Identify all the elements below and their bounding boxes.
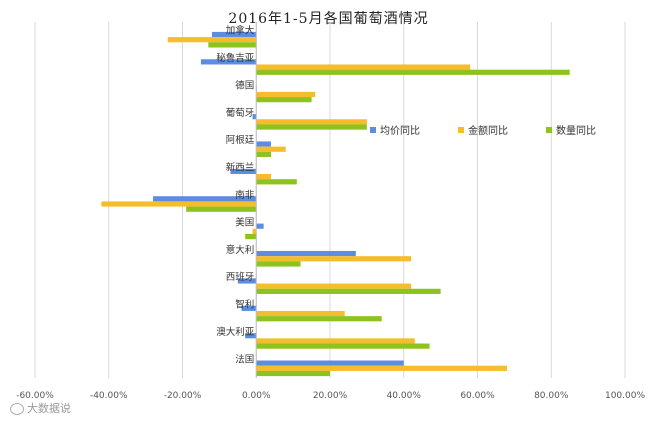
bar-quantity: [256, 179, 297, 185]
x-tick-label: 80.00%: [534, 391, 569, 401]
x-tick-label: 20.00%: [313, 391, 348, 401]
bar-avg-price: [241, 305, 257, 311]
bar-quantity: [208, 42, 257, 48]
bar-avg-price: [256, 360, 404, 366]
bar-amount: [101, 201, 257, 207]
bar-amount: [256, 256, 412, 262]
legend-label: 数量同比: [556, 124, 596, 137]
bar-avg-price: [256, 250, 356, 257]
bar-amount: [167, 37, 257, 43]
category-label: 加拿大: [226, 25, 255, 37]
bar-amount: [256, 310, 345, 317]
bar-quantity: [256, 261, 301, 267]
bar-avg-price: [153, 196, 257, 202]
category-label: 葡萄牙: [226, 107, 255, 119]
bar-avg-price: [256, 141, 271, 147]
category-label: 德国: [235, 79, 254, 91]
bar-avg-price: [212, 31, 257, 38]
legend-swatch: [458, 127, 464, 133]
bar-quantity: [245, 233, 257, 240]
bar-avg-price: [245, 333, 257, 339]
x-tick-label: -40.00%: [90, 391, 128, 401]
category-label: 法国: [235, 353, 254, 365]
bar-amount: [256, 91, 316, 98]
x-tick-label: 100.00%: [605, 391, 645, 401]
chart-title: 2016年1-5月各国葡萄酒情况: [228, 11, 429, 27]
x-tick-label: 60.00%: [460, 391, 495, 401]
category-label: 南非: [235, 189, 255, 201]
x-tick-label: 0.00%: [242, 391, 271, 401]
bar-quantity: [256, 316, 382, 322]
bar-quantity: [256, 343, 430, 349]
bar-amount: [256, 365, 507, 371]
bar-amount: [256, 338, 415, 344]
legend-label: 金额同比: [468, 124, 508, 137]
bar-amount: [256, 146, 286, 152]
bar-amount: [252, 228, 257, 234]
bar-avg-price: [252, 114, 257, 120]
bar-avg-price: [230, 168, 257, 175]
category-label: 西班牙: [226, 271, 255, 283]
bar-quantity: [186, 206, 257, 212]
category-label: 新西兰: [226, 162, 255, 174]
legend-swatch: [370, 127, 376, 133]
bar-amount: [256, 119, 367, 125]
bar-avg-price: [237, 278, 257, 284]
watermark: 大数据说: [10, 400, 71, 416]
bar-quantity: [256, 151, 271, 158]
x-tick-label: 40.00%: [387, 391, 422, 401]
category-label: 阿根廷: [226, 134, 255, 146]
x-tick-label: -60.00%: [16, 391, 54, 401]
bar-avg-price: [200, 59, 257, 65]
category-label: 意大利: [226, 244, 255, 256]
category-label: 澳大利亚: [216, 326, 255, 338]
bar-amount: [256, 64, 471, 70]
bar-amount: [256, 283, 412, 289]
legend-label: 均价同比: [380, 125, 420, 137]
category-label: 秘鲁吉亚: [216, 52, 255, 64]
watermark-text: 大数据说: [27, 402, 71, 415]
bar-avg-price: [256, 223, 264, 229]
bar-quantity: [256, 370, 330, 377]
bar-quantity: [256, 69, 570, 75]
bar-quantity: [256, 124, 367, 130]
bar-quantity: [256, 97, 312, 103]
category-label: 美国: [235, 216, 254, 228]
bar-quantity: [256, 288, 441, 294]
watermark-logo-icon: [10, 403, 24, 415]
bar-amount: [256, 174, 271, 180]
category-label: 智利: [235, 299, 254, 311]
legend-swatch: [546, 127, 552, 133]
x-tick-label: -20.00%: [164, 391, 202, 401]
